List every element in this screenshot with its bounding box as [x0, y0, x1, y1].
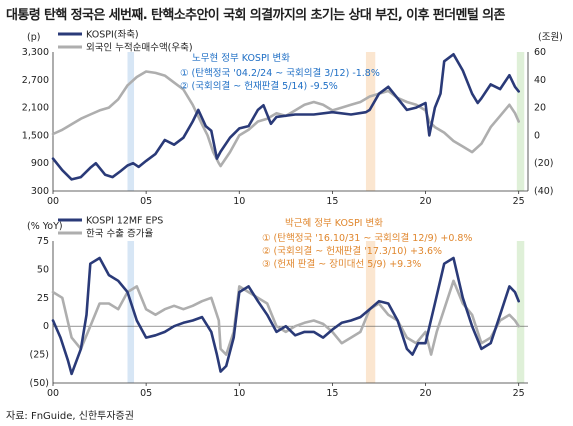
x-tick-label: 05: [140, 196, 152, 207]
y-tick-label-left: 75: [37, 236, 49, 247]
shaded-band-orange: [365, 52, 376, 191]
series-line-navy: [51, 256, 521, 376]
y-tick-label-right: 0: [534, 130, 540, 141]
y-axis-unit-right: (조원): [538, 32, 563, 43]
x-tick-label: 10: [233, 196, 245, 207]
y-tick-label-right: 20: [534, 103, 546, 114]
y-tick-label-left: (25): [29, 350, 49, 361]
x-tick-label: 15: [326, 388, 338, 399]
y-tick-label-right: (20): [534, 158, 554, 169]
x-tick-label: 05: [140, 388, 152, 399]
y-tick-label-right: 40: [534, 75, 546, 86]
y-tick-label-right: (40): [534, 186, 554, 197]
y-tick-label-left: 1,500: [22, 130, 49, 141]
x-tick-label: 00: [47, 196, 59, 207]
x-tick-label: 20: [420, 388, 432, 399]
x-tick-label: 20: [420, 196, 432, 207]
x-tick-label: 10: [233, 388, 245, 399]
shaded-band-green: [516, 241, 525, 383]
shaded-band-green: [516, 52, 525, 191]
series-line-gray: [51, 279, 521, 356]
x-tick-label: 25: [513, 388, 525, 399]
y-tick-label-left: 900: [31, 158, 49, 169]
y-tick-label-left: 300: [31, 186, 49, 197]
page-title: 대통령 탄핵 정국은 세번째. 탄핵소추안이 국회 의결까지의 초기는 상대 부…: [6, 8, 505, 23]
shaded-band-orange: [365, 241, 376, 383]
y-tick-label-left: 50: [37, 264, 49, 275]
annotation-heading: 박근혜 정부 KOSPI 변화: [285, 217, 383, 229]
annotation-line: ① (탄핵정국 '16.10/31 ~ 국회의결 12/9) +0.8%: [262, 232, 472, 244]
x-tick-label: 00: [47, 388, 59, 399]
annotation-line: ③ (헌재 판결 ~ 장미대선 5/9) +9.3%: [262, 259, 421, 270]
legend-label: KOSPI(좌축): [86, 30, 139, 41]
y-tick-label-left: 3,300: [22, 47, 49, 58]
y-tick-label-right: 60: [534, 47, 546, 58]
y-tick-label-left: 25: [37, 293, 49, 304]
x-tick-label: 25: [513, 196, 525, 207]
shaded-band-blue: [127, 52, 135, 191]
y-axis-unit-left: (p): [27, 32, 40, 43]
y-tick-label-left: (50): [29, 378, 49, 389]
legend-label: 한국 수출 증가율: [86, 229, 153, 240]
annotation-line: ① (탄핵정국 '04.2/24 ~ 국회의결 3/12) -1.8%: [180, 67, 380, 79]
legend-label: KOSPI 12MF EPS: [86, 216, 163, 227]
source-note: 자료: FnGuide, 신한투자증권: [6, 411, 134, 422]
y-tick-label-left: 0: [43, 321, 49, 332]
x-tick-label: 15: [326, 196, 338, 207]
y-axis-unit-left: (% YoY): [27, 221, 63, 232]
annotation-heading: 노무현 정부 KOSPI 변화: [192, 53, 290, 64]
y-tick-label-left: 2,100: [22, 103, 49, 114]
annotation-line: ② (국회의결 ~ 헌재판결 '17.3/10) +3.6%: [262, 246, 442, 257]
shaded-band-blue: [127, 241, 135, 383]
series-line-navy: [51, 52, 521, 181]
annotation-line: ② (국회의결 ~ 헌재판결 5/14) -9.5%: [180, 81, 338, 92]
legend-label: 외국인 누적순매수액(우축): [86, 42, 193, 54]
y-tick-label-left: 2,700: [22, 75, 49, 86]
